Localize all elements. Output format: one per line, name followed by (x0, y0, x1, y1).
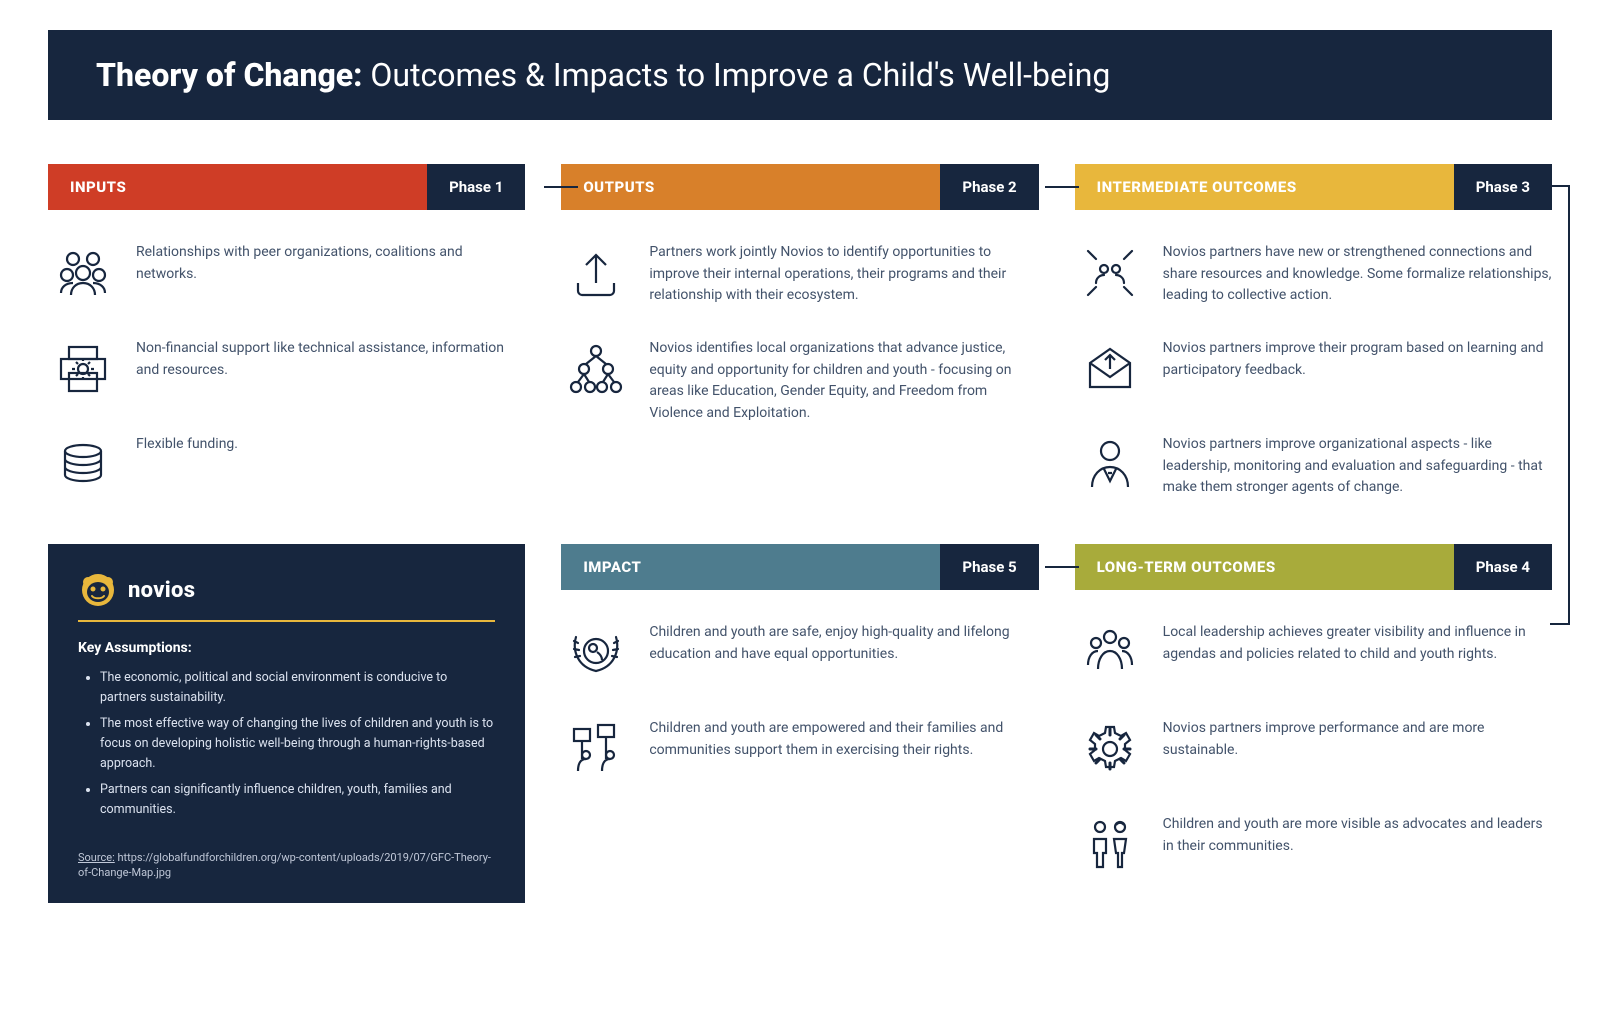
list-item: Partners work jointly Novios to identify… (561, 238, 1038, 308)
list-item: Children and youth are safe, enjoy high-… (561, 618, 1038, 688)
source-label: Source: (78, 851, 115, 864)
list-item: Novios partners improve their program ba… (1075, 334, 1552, 404)
phase-number: Phase 1 (427, 164, 525, 210)
connector-3-4-h1 (1550, 185, 1570, 187)
source-line: Source: https://globalfundforchildren.or… (78, 838, 495, 881)
coins-icon (48, 430, 118, 500)
phase-label: LONG-TERM OUTCOMES (1075, 544, 1454, 590)
item-text: Novios identifies local organizations th… (649, 334, 1038, 425)
envelope-up-icon (1075, 334, 1145, 404)
phase-header-intermediate: INTERMEDIATE OUTCOMES Phase 3 (1075, 164, 1552, 210)
brand-name: novios (128, 578, 195, 603)
printer-gear-icon (48, 334, 118, 404)
item-text: Local leadership achieves greater visibi… (1163, 618, 1552, 665)
col-outputs: OUTPUTS Phase 2 Partners work jointly No… (561, 164, 1038, 500)
laurel-globe-icon (561, 618, 631, 688)
col-intermediate: INTERMEDIATE OUTCOMES Phase 3 Novios par… (1075, 164, 1552, 500)
item-text: Novios partners improve organizational a… (1163, 430, 1552, 499)
people-group-icon (48, 238, 118, 308)
list-item: Non-financial support like technical ass… (48, 334, 525, 404)
col-inputs: INPUTS Phase 1 Relationships with peer o… (48, 164, 525, 500)
list-item: Children and youth are empowered and the… (561, 714, 1038, 784)
brand: novios (78, 570, 495, 622)
item-text: Partners work jointly Novios to identify… (649, 238, 1038, 307)
person-suit-icon (1075, 430, 1145, 500)
connector-5-4 (1045, 566, 1079, 568)
list-item: Relationships with peer organizations, c… (48, 238, 525, 308)
list-item: Novios identifies local organizations th… (561, 334, 1038, 425)
list-item: Partners can significantly influence chi… (100, 780, 495, 820)
phase-label: OUTPUTS (561, 164, 940, 210)
tree-network-icon (561, 334, 631, 404)
col-impact: IMPACT Phase 5 Children and youth are sa… (561, 544, 1038, 903)
assumptions-heading: Key Assumptions: (78, 640, 495, 656)
phase-label: INTERMEDIATE OUTCOMES (1075, 164, 1454, 210)
protest-signs-icon (561, 714, 631, 784)
list-item: Local leadership achieves greater visibi… (1075, 618, 1552, 688)
item-text: Children and youth are more visible as a… (1163, 810, 1552, 857)
assumptions-box: novios Key Assumptions: The economic, po… (48, 544, 525, 903)
connector-3-4-v (1568, 185, 1570, 625)
item-text: Children and youth are safe, enjoy high-… (649, 618, 1038, 665)
list-item: Flexible funding. (48, 430, 525, 500)
title-bold: Theory of Change: (96, 56, 362, 94)
item-text: Non-financial support like technical ass… (136, 334, 525, 381)
upload-icon (561, 238, 631, 308)
phase-header-longterm: LONG-TERM OUTCOMES Phase 4 (1075, 544, 1552, 590)
monkey-logo-icon (78, 570, 118, 610)
item-text: Relationships with peer organizations, c… (136, 238, 525, 285)
list-item: The most effective way of changing the l… (100, 714, 495, 774)
phase-label: INPUTS (48, 164, 427, 210)
item-text: Flexible funding. (136, 430, 238, 456)
phase-header-impact: IMPACT Phase 5 (561, 544, 1038, 590)
phase-header-outputs: OUTPUTS Phase 2 (561, 164, 1038, 210)
title-rest: Outcomes & Impacts to Improve a Child's … (362, 56, 1110, 94)
collaborate-icon (1075, 238, 1145, 308)
title-bar: Theory of Change: Outcomes & Impacts to … (48, 30, 1552, 120)
assumptions-list: The economic, political and social envir… (78, 668, 495, 820)
phase-number: Phase 3 (1454, 164, 1552, 210)
item-text: Novios partners improve their program ba… (1163, 334, 1552, 381)
people-trio-icon (1075, 618, 1145, 688)
phase-number: Phase 5 (940, 544, 1038, 590)
connector-2-3 (1045, 186, 1079, 188)
list-item: Novios partners improve performance and … (1075, 714, 1552, 784)
list-item: Novios partners have new or strengthened… (1075, 238, 1552, 308)
item-text: Novios partners improve performance and … (1163, 714, 1552, 761)
col-longterm: LONG-TERM OUTCOMES Phase 4 Local leaders… (1075, 544, 1552, 903)
list-item: Novios partners improve organizational a… (1075, 430, 1552, 500)
phase-number: Phase 4 (1454, 544, 1552, 590)
item-text: Children and youth are empowered and the… (649, 714, 1038, 761)
gear-icon (1075, 714, 1145, 784)
list-item: The economic, political and social envir… (100, 668, 495, 708)
children-pair-icon (1075, 810, 1145, 880)
connector-3-4-h2 (1550, 623, 1570, 625)
phase-label: IMPACT (561, 544, 940, 590)
item-text: Novios partners have new or strengthened… (1163, 238, 1552, 307)
phase-header-inputs: INPUTS Phase 1 (48, 164, 525, 210)
connector-1-2 (544, 186, 578, 188)
phase-number: Phase 2 (940, 164, 1038, 210)
list-item: Children and youth are more visible as a… (1075, 810, 1552, 880)
source-text: https://globalfundforchildren.org/wp-con… (78, 851, 491, 879)
